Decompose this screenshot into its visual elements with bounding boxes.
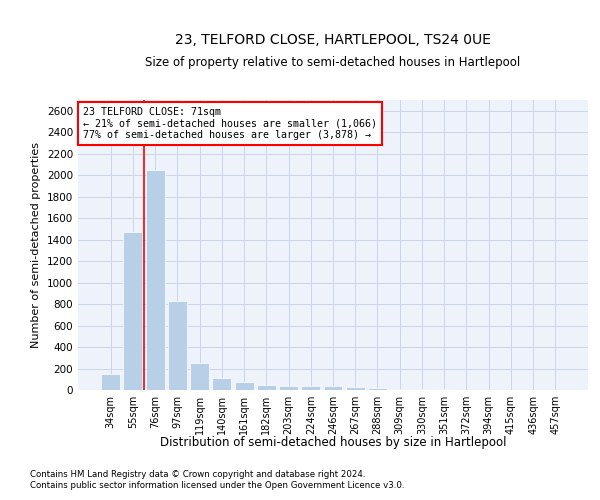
Bar — [190, 362, 209, 390]
Text: Contains HM Land Registry data © Crown copyright and database right 2024.
Contai: Contains HM Land Registry data © Crown c… — [30, 470, 404, 490]
Bar — [124, 232, 142, 390]
Bar — [257, 385, 276, 390]
Bar — [390, 389, 409, 390]
Text: Distribution of semi-detached houses by size in Hartlepool: Distribution of semi-detached houses by … — [160, 436, 506, 449]
Y-axis label: Number of semi-detached properties: Number of semi-detached properties — [31, 142, 41, 348]
Bar — [212, 378, 231, 390]
Bar — [168, 301, 187, 390]
Bar — [146, 170, 164, 390]
Bar — [323, 386, 343, 390]
Text: 23, TELFORD CLOSE, HARTLEPOOL, TS24 0UE: 23, TELFORD CLOSE, HARTLEPOOL, TS24 0UE — [175, 33, 491, 47]
Bar — [301, 386, 320, 390]
Bar — [101, 374, 120, 390]
Text: 23 TELFORD CLOSE: 71sqm
← 21% of semi-detached houses are smaller (1,066)
77% of: 23 TELFORD CLOSE: 71sqm ← 21% of semi-de… — [83, 108, 377, 140]
Text: Size of property relative to semi-detached houses in Hartlepool: Size of property relative to semi-detach… — [145, 56, 521, 69]
Bar — [346, 387, 365, 390]
Bar — [235, 382, 254, 390]
Bar — [368, 388, 387, 390]
Bar — [279, 386, 298, 390]
